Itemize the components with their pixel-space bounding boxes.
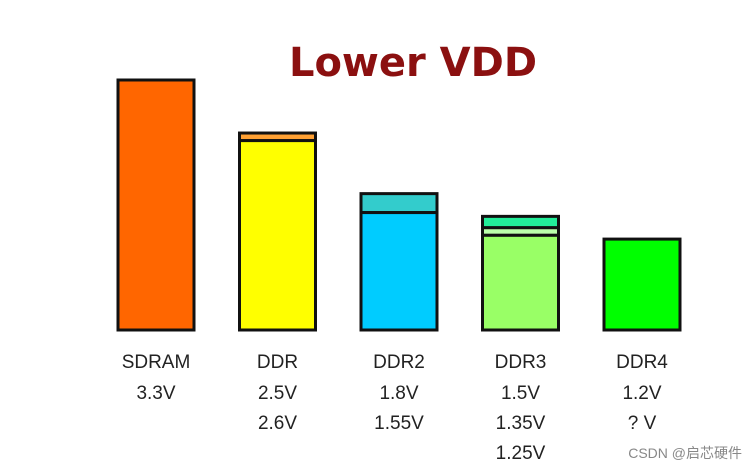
voltage-label: 1.8V — [379, 383, 418, 404]
bar-segment-ddr2-0 — [359, 192, 439, 215]
bar-segment-ddr3-0 — [481, 214, 560, 230]
watermark: CSDN @启芯硬件 — [628, 445, 742, 461]
voltage-label: 1.25V — [496, 443, 546, 464]
voltage-label: 2.5V — [258, 383, 297, 404]
category-label: DDR — [257, 352, 298, 373]
voltage-label: 1.55V — [374, 413, 424, 434]
voltage-label: 3.3V — [136, 383, 175, 404]
category-label: DDR2 — [373, 352, 425, 373]
voltage-label: ? V — [628, 413, 657, 434]
bar-segment-ddr3-2 — [481, 233, 560, 332]
bar-segment-ddr-1 — [238, 139, 317, 332]
category-label: SDRAM — [122, 352, 191, 373]
chart-title: Lower VDD — [289, 40, 537, 86]
bars — [116, 78, 682, 332]
voltage-label: 2.6V — [258, 413, 297, 434]
voltage-label: 1.35V — [496, 413, 546, 434]
bar-segment-ddr2-1 — [359, 211, 439, 332]
bar-segment-sdram-0 — [116, 78, 196, 332]
voltage-label: 1.2V — [622, 383, 661, 404]
voltage-label: 1.5V — [501, 383, 540, 404]
category-label: DDR4 — [616, 352, 668, 373]
category-labels: SDRAM 3.3V DDR 2.5V 2.6V DDR2 1.8V 1.55V DDR3 1.5… — [122, 352, 669, 464]
bar-segment-ddr4-0 — [602, 237, 682, 332]
category-label: DDR3 — [495, 352, 547, 373]
